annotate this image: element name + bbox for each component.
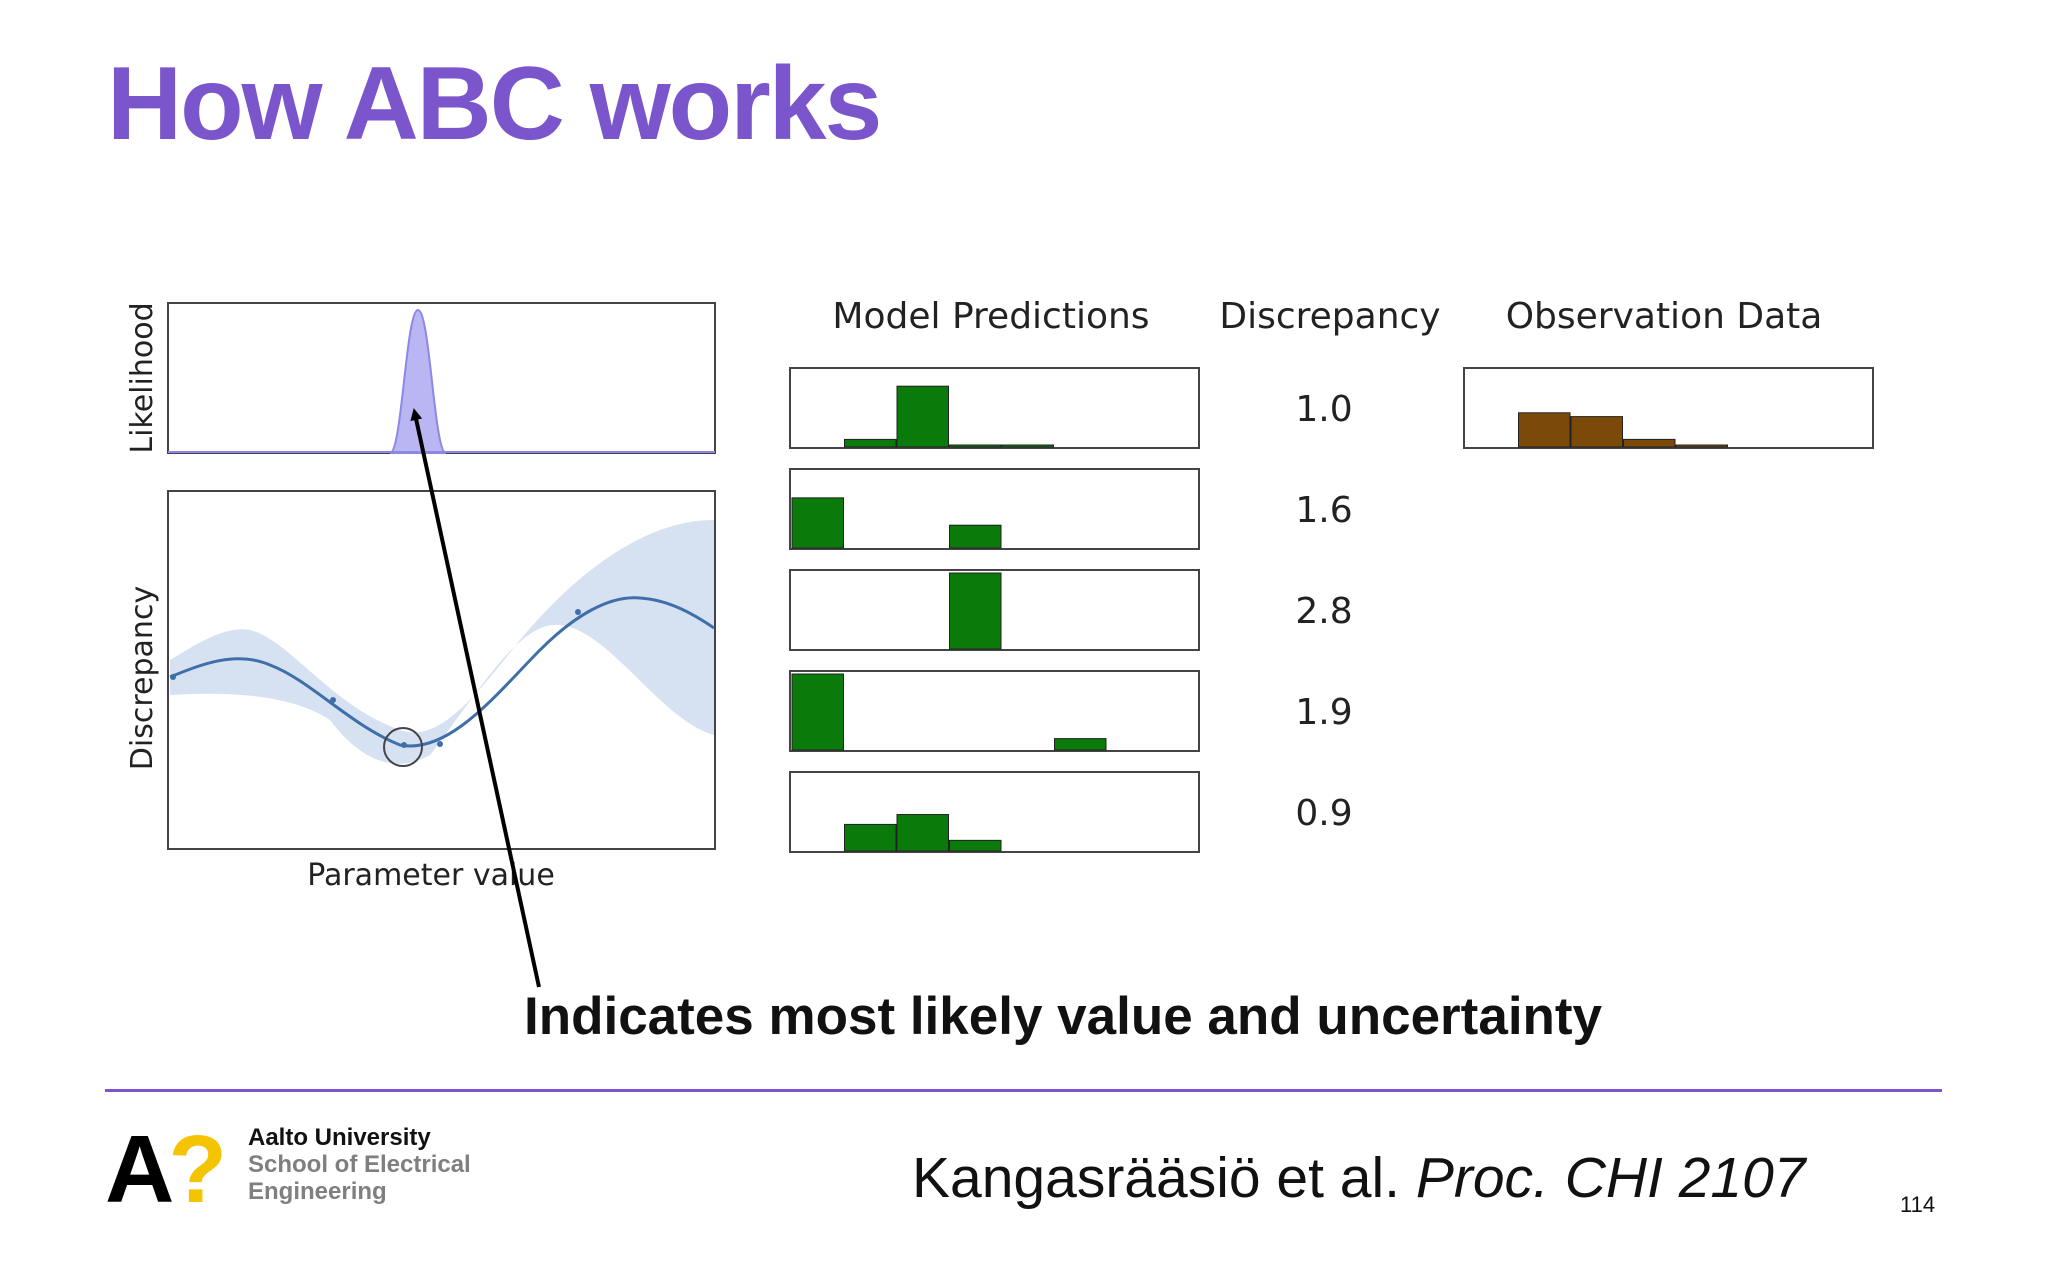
discrepancy-panel xyxy=(167,490,716,850)
discrepancy-value-1: 1.6 xyxy=(1295,490,1352,531)
sample-point xyxy=(330,697,336,703)
likelihood-axis-label: Likelihood xyxy=(125,302,160,453)
observation-bar-1 xyxy=(1518,412,1571,448)
prediction-panel-3-bar-0 xyxy=(791,673,844,751)
page-number: 114 xyxy=(1900,1192,1936,1217)
discrepancy-value-4: 0.9 xyxy=(1295,793,1352,834)
discrepancy-value-3: 1.9 xyxy=(1295,692,1352,733)
prediction-panel-4-bar-1 xyxy=(844,823,897,852)
observation-frame xyxy=(1463,367,1874,449)
minimum-marker-circle xyxy=(383,727,423,767)
university-line-1: Aalto University xyxy=(248,1124,431,1151)
prediction-panel-1-bar-3 xyxy=(949,524,1002,549)
prediction-panel-4-bar-3 xyxy=(949,839,1002,852)
prediction-panel-4-frame xyxy=(789,771,1200,853)
caption: Indicates most likely value and uncertai… xyxy=(524,987,1603,1046)
sample-point xyxy=(401,742,407,748)
reference-venue: Proc. CHI 2107 xyxy=(1415,1146,1806,1210)
university-line-3: Engineering xyxy=(248,1178,387,1205)
prediction-panel-3-bar-5 xyxy=(1054,738,1107,751)
prediction-panel-1-frame xyxy=(789,468,1200,550)
discrepancy-header: Discrepancy xyxy=(1219,296,1440,337)
prediction-panel-0-bar-3 xyxy=(949,444,1002,448)
reference-citation: Kangasrääsiö et al. Proc. CHI 2107 xyxy=(912,1150,1806,1207)
likelihood-peak xyxy=(389,308,447,454)
mean-discrepancy-curve xyxy=(169,596,715,748)
prediction-panel-0-bar-1 xyxy=(844,438,897,448)
university-line-2: School of Electrical xyxy=(248,1151,471,1178)
slide-title: How ABC works xyxy=(107,46,882,162)
observation-data-header: Observation Data xyxy=(1506,296,1823,337)
model-predictions-header: Model Predictions xyxy=(832,296,1149,337)
likelihood-panel xyxy=(167,302,716,454)
observation-bar-2 xyxy=(1570,416,1623,448)
university-name: Aalto University School of Electrical En… xyxy=(248,1124,471,1205)
observation-bar-4 xyxy=(1675,444,1728,448)
discrepancy-value-2: 2.8 xyxy=(1295,591,1352,632)
footer-divider xyxy=(105,1089,1942,1092)
discrepancy-value-0: 1.0 xyxy=(1295,389,1352,430)
prediction-panel-0-frame xyxy=(789,367,1200,449)
prediction-panel-2-bar-3 xyxy=(949,572,1002,650)
prediction-panel-0-bar-4 xyxy=(1001,444,1054,448)
sample-point xyxy=(170,674,176,680)
sample-point xyxy=(575,609,581,615)
observation-data-panel xyxy=(1463,367,1874,449)
annotation-arrow xyxy=(410,408,541,988)
sample-point xyxy=(437,741,443,747)
prediction-panel-0-bar-2 xyxy=(896,385,949,448)
discrepancy-axis-label: Discrepancy xyxy=(125,586,160,770)
observation-bar-3 xyxy=(1623,438,1676,448)
model-prediction-panels: 1.0 1.6 2.8 1.9 0.9 xyxy=(789,367,1353,853)
prediction-panel-4-bar-2 xyxy=(896,814,949,852)
logo-letter: A xyxy=(105,1116,174,1223)
aalto-logo: A? xyxy=(105,1122,227,1218)
prediction-panel-1-bar-0 xyxy=(791,497,844,549)
uncertainty-band xyxy=(170,520,714,764)
prediction-panel-2-frame xyxy=(789,569,1200,651)
logo-symbol: ? xyxy=(168,1116,227,1223)
prediction-panel-3-frame xyxy=(789,670,1200,752)
reference-authors: Kangasrääsiö et al. xyxy=(912,1146,1400,1210)
